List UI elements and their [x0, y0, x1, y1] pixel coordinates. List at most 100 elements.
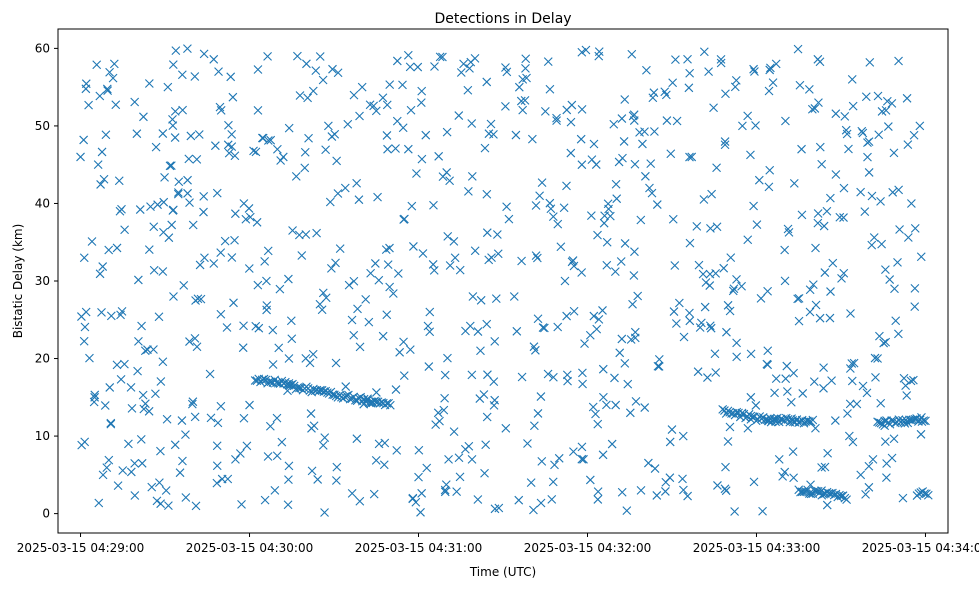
- data-point: [177, 70, 187, 80]
- data-point: [882, 459, 892, 468]
- data-point: [723, 437, 733, 446]
- data-point: [333, 68, 343, 78]
- data-point: [473, 327, 483, 336]
- data-point: [287, 334, 297, 344]
- data-point: [482, 412, 492, 422]
- data-point: [640, 403, 650, 412]
- data-point: [137, 458, 147, 468]
- data-point: [370, 396, 379, 406]
- data-point: [699, 195, 709, 204]
- data-point: [892, 417, 902, 427]
- data-point: [381, 245, 391, 254]
- data-point: [105, 383, 115, 392]
- data-point: [206, 413, 216, 423]
- data-point: [151, 142, 161, 152]
- data-point: [192, 342, 202, 352]
- data-point: [111, 100, 121, 110]
- data-point: [388, 289, 398, 298]
- data-point: [106, 419, 116, 429]
- data-point: [399, 337, 408, 347]
- data-point: [288, 226, 297, 235]
- data-point: [518, 105, 528, 115]
- data-point: [484, 255, 494, 265]
- data-point: [99, 174, 109, 184]
- data-point: [284, 354, 294, 363]
- data-point: [626, 335, 636, 344]
- data-point: [364, 317, 374, 327]
- data-point: [141, 399, 150, 409]
- data-point: [768, 78, 778, 88]
- data-point: [278, 152, 288, 162]
- data-point: [418, 249, 428, 258]
- data-point: [620, 358, 630, 368]
- data-point: [679, 485, 688, 495]
- data-point: [464, 441, 474, 451]
- data-point: [809, 377, 819, 387]
- data-point: [704, 67, 713, 77]
- data-point: [371, 106, 381, 116]
- data-point: [627, 49, 637, 59]
- data-point: [694, 260, 704, 270]
- data-point: [486, 119, 496, 129]
- data-point: [81, 84, 91, 94]
- data-point: [770, 388, 779, 398]
- data-point: [374, 275, 384, 285]
- data-point: [391, 144, 400, 153]
- data-point: [361, 294, 371, 304]
- data-point: [556, 242, 566, 252]
- data-point: [343, 119, 353, 129]
- data-point: [144, 406, 154, 416]
- data-point: [669, 307, 679, 316]
- data-point: [903, 233, 913, 242]
- data-point: [562, 311, 572, 321]
- data-point: [617, 487, 627, 497]
- data-point: [578, 379, 587, 389]
- data-point: [467, 454, 477, 464]
- data-point: [817, 463, 826, 472]
- data-point: [869, 233, 879, 242]
- data-point: [516, 96, 526, 106]
- data-point: [190, 333, 200, 343]
- data-point: [216, 401, 226, 411]
- data-point: [902, 391, 912, 400]
- data-point: [97, 147, 107, 157]
- data-point: [701, 278, 711, 287]
- data-point: [846, 309, 855, 318]
- data-point: [822, 206, 832, 216]
- data-point: [230, 235, 239, 245]
- data-point: [788, 447, 798, 456]
- data-point: [399, 215, 409, 224]
- data-point: [894, 415, 904, 425]
- data-point: [275, 284, 285, 294]
- data-point: [705, 269, 715, 279]
- data-point: [491, 294, 501, 304]
- data-point: [504, 214, 514, 224]
- data-point: [684, 83, 694, 93]
- data-point: [789, 368, 799, 378]
- data-point: [666, 149, 676, 159]
- data-point: [493, 249, 503, 259]
- data-point: [185, 337, 194, 346]
- data-point: [533, 409, 543, 418]
- data-point: [403, 50, 413, 60]
- data-point: [638, 139, 647, 149]
- data-point: [205, 369, 215, 379]
- data-point: [849, 358, 859, 368]
- data-point: [443, 231, 453, 241]
- data-point: [156, 446, 165, 456]
- data-point: [879, 338, 889, 348]
- data-point: [894, 56, 903, 66]
- data-point: [102, 84, 112, 94]
- data-point: [813, 209, 823, 218]
- data-point: [385, 243, 394, 253]
- data-point: [258, 133, 268, 143]
- data-point: [517, 372, 527, 382]
- data-point: [521, 54, 531, 64]
- data-point: [661, 90, 671, 100]
- data-point: [732, 352, 742, 362]
- data-point: [847, 75, 857, 84]
- data-point: [537, 178, 547, 188]
- data-point: [602, 237, 612, 247]
- data-point: [578, 368, 587, 378]
- data-point: [815, 142, 825, 152]
